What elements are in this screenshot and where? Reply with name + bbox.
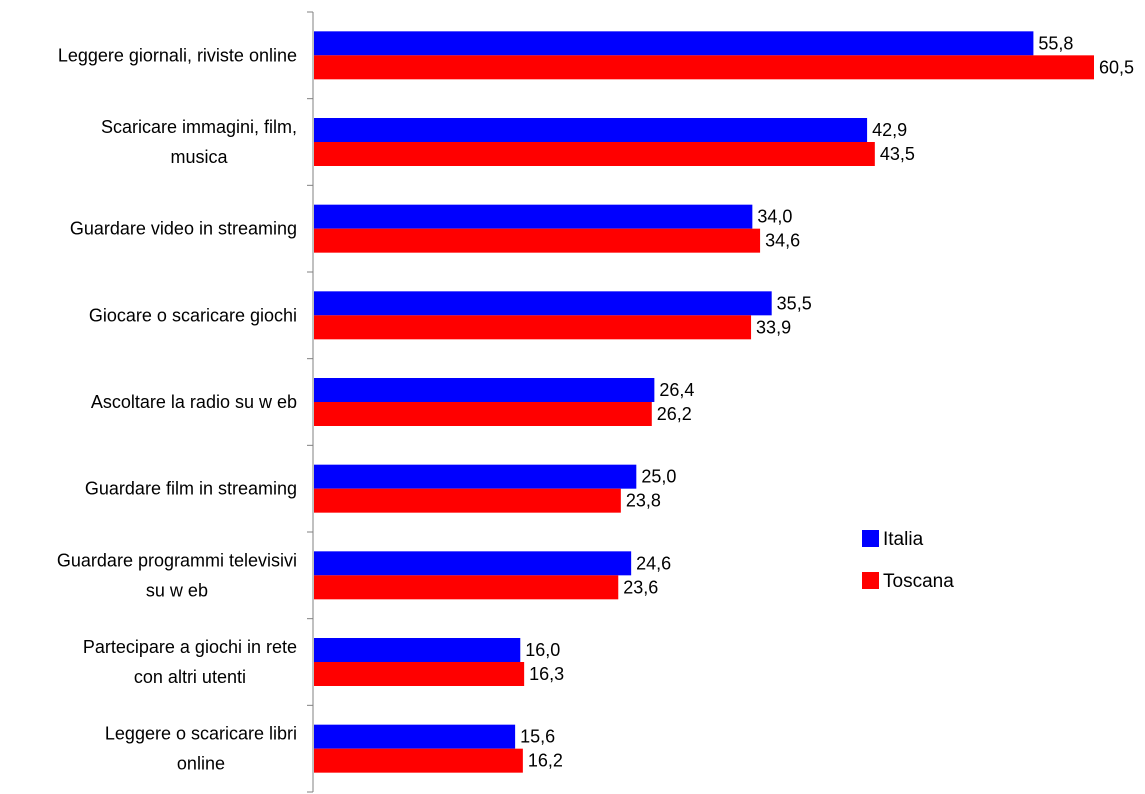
data-label: 25,0: [641, 467, 676, 487]
bar-italia: [314, 291, 772, 316]
bar-toscana: [314, 748, 523, 773]
category-label: Leggere giornali, riviste online: [58, 45, 297, 65]
data-label: 16,3: [529, 664, 564, 684]
bar-italia: [314, 638, 521, 662]
bar-italia: [314, 464, 637, 489]
data-label: 23,8: [626, 491, 661, 511]
bar-italia: [314, 204, 753, 229]
data-label: 42,9: [872, 120, 907, 140]
category-label: Leggere o scaricare libri: [105, 724, 297, 744]
bar-toscana: [314, 142, 875, 166]
legend-label-italia: Italia: [883, 529, 924, 550]
data-label: 43,5: [880, 144, 915, 164]
data-label: 34,0: [757, 207, 792, 227]
category-label: Guardare film in streaming: [85, 479, 297, 499]
category-label: Ascoltare la radio su w eb: [91, 392, 297, 412]
category-label: online: [177, 754, 225, 774]
bar-toscana: [314, 575, 619, 600]
bar-italia: [314, 118, 868, 142]
category-label: con altri utenti: [134, 667, 246, 687]
data-label: 23,6: [623, 577, 658, 597]
bar-toscana: [314, 315, 752, 340]
category-label: Guardare video in streaming: [70, 219, 297, 239]
category-label: Guardare programmi televisivi: [57, 550, 297, 570]
legend-swatch-italia: [862, 530, 879, 547]
data-label: 34,6: [765, 231, 800, 251]
category-label: Scaricare immagini, film,: [101, 117, 297, 137]
data-label: 55,8: [1038, 33, 1073, 53]
legend-label-toscana: Toscana: [883, 571, 954, 592]
data-label: 26,2: [657, 404, 692, 424]
bar-italia: [314, 31, 1034, 56]
bar-italia: [314, 724, 516, 749]
category-label: musica: [170, 147, 228, 167]
bar-italia: [314, 551, 632, 576]
bar-toscana: [314, 228, 761, 253]
data-label: 60,5: [1099, 57, 1134, 77]
bar-toscana: [314, 488, 621, 513]
data-label: 24,6: [636, 553, 671, 573]
category-label: Giocare o scaricare giochi: [89, 305, 297, 325]
legend-swatch-toscana: [862, 572, 879, 589]
category-label: su w eb: [146, 580, 208, 600]
bar-toscana: [314, 662, 525, 686]
data-label: 35,5: [777, 293, 812, 313]
bar-italia: [314, 378, 655, 402]
bar-toscana: [314, 402, 652, 426]
data-label: 26,4: [659, 380, 694, 400]
bar-toscana: [314, 55, 1094, 80]
data-label: 16,0: [525, 640, 560, 660]
data-label: 16,2: [528, 751, 563, 771]
category-label: Partecipare a giochi in rete: [83, 637, 297, 657]
data-label: 33,9: [756, 317, 791, 337]
data-label: 15,6: [520, 727, 555, 747]
